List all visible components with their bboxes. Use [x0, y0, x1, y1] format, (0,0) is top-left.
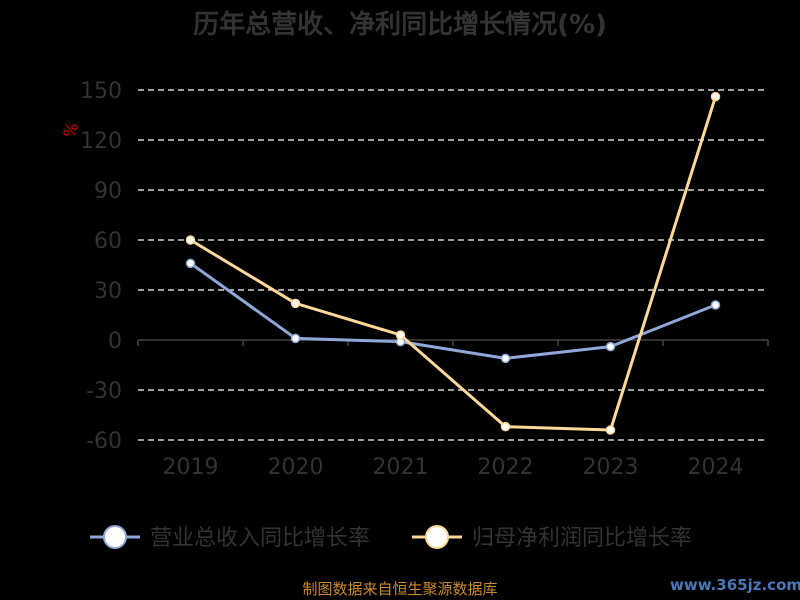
legend-swatch-marker: [425, 525, 449, 549]
data-point: [290, 333, 301, 344]
chart-title: 历年总营收、净利同比增长情况(%): [193, 9, 607, 40]
legend-label: 营业总收入同比增长率: [150, 526, 370, 551]
x-tick-label: 2022: [478, 455, 534, 480]
data-point: [710, 91, 721, 102]
y-axis-label: %: [59, 120, 82, 141]
x-tick-label: 2019: [163, 455, 219, 480]
gridlines: [138, 89, 768, 441]
x-tick-label: 2023: [583, 455, 639, 480]
series-line-1: [189, 262, 717, 360]
data-source-note: 制图数据来自恒生聚源数据库: [302, 580, 497, 598]
y-tick-label: -30: [86, 379, 122, 404]
data-point: [500, 421, 511, 432]
y-tick-label: 90: [94, 179, 122, 204]
legend-swatch-marker: [103, 525, 127, 549]
data-point: [605, 341, 616, 352]
y-tick-label: 0: [108, 329, 122, 354]
data-point: [185, 235, 196, 245]
y-tick-label: 30: [94, 279, 122, 304]
x-axis: 2019 2020 2021 2022 2023 2024: [137, 339, 769, 480]
series-line-2: [189, 96, 717, 432]
data-point: [605, 425, 616, 435]
series-lines: [185, 91, 721, 435]
x-tick-label: 2021: [373, 455, 429, 480]
data-point: [185, 258, 196, 269]
y-axis-ticks: 150 120 90 60 30 0 -30 -60: [80, 79, 122, 454]
data-point: [395, 330, 406, 340]
y-tick-label: 150: [80, 79, 122, 104]
x-tick-label: 2024: [688, 455, 744, 480]
legend-label: 归母净利润同比增长率: [472, 526, 692, 551]
y-tick-label: -60: [86, 429, 122, 454]
watermark: www.365jz.com: [670, 576, 800, 594]
data-point: [710, 300, 721, 310]
x-tick-label: 2020: [268, 455, 324, 480]
legend: 营业总收入同比增长率 归母净利润同比增长率: [90, 525, 692, 551]
data-point: [290, 298, 301, 309]
data-point: [500, 353, 511, 364]
y-tick-label: 120: [80, 129, 122, 154]
y-tick-label: 60: [94, 229, 122, 254]
